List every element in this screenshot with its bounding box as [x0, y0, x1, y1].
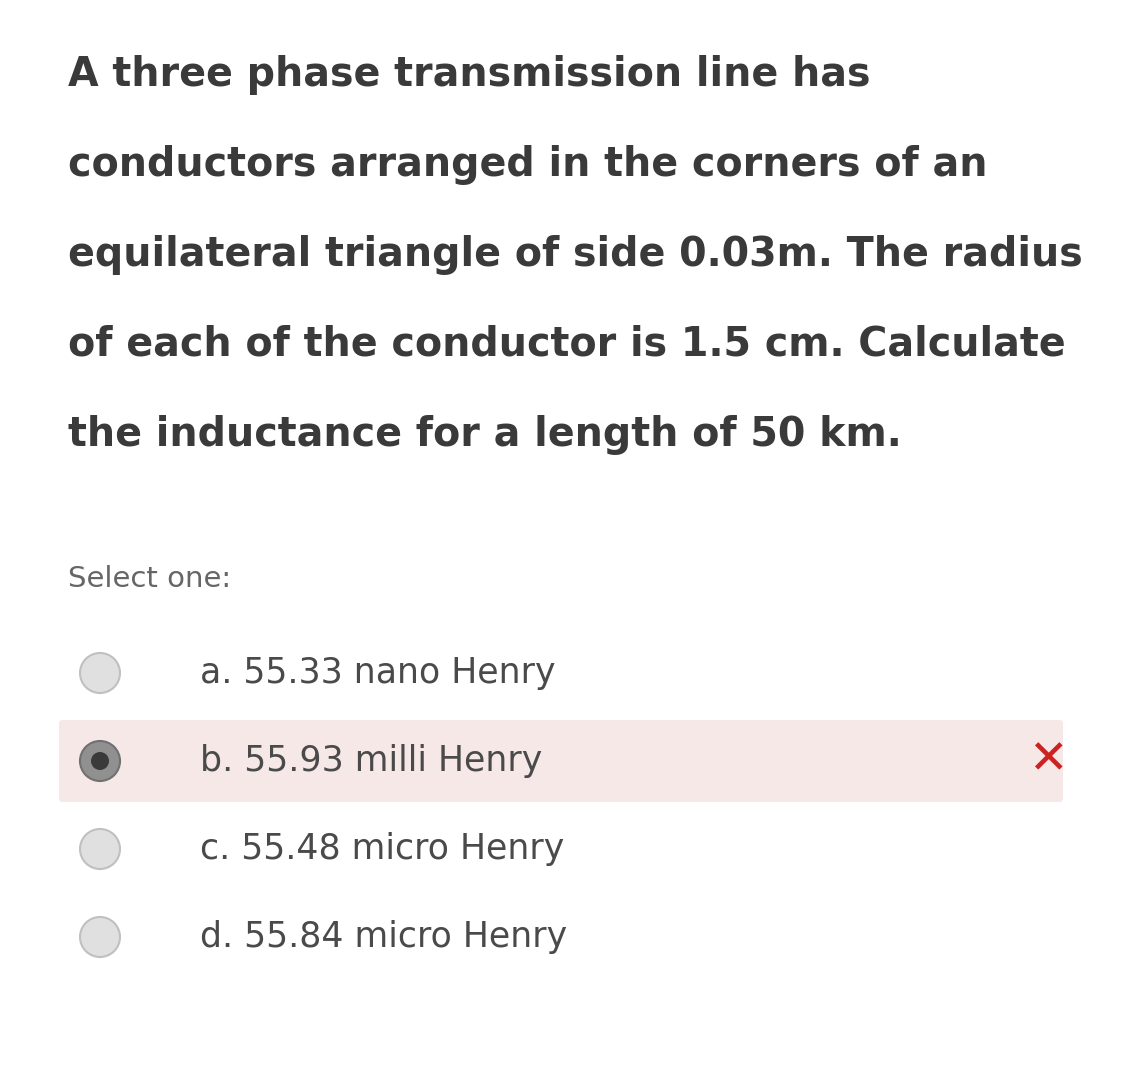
Text: ✕: ✕ [1028, 739, 1068, 784]
Circle shape [80, 741, 120, 781]
Circle shape [91, 752, 109, 770]
Text: a. 55.33 nano Henry: a. 55.33 nano Henry [200, 656, 556, 690]
Text: the inductance for a length of 50 km.: the inductance for a length of 50 km. [68, 415, 902, 455]
Text: conductors arranged in the corners of an: conductors arranged in the corners of an [68, 145, 988, 185]
Text: of each of the conductor is 1.5 cm. Calculate: of each of the conductor is 1.5 cm. Calc… [68, 325, 1065, 365]
Circle shape [80, 653, 120, 693]
Text: A three phase transmission line has: A three phase transmission line has [68, 55, 871, 95]
Text: c. 55.48 micro Henry: c. 55.48 micro Henry [200, 831, 565, 866]
Text: equilateral triangle of side 0.03m. The radius: equilateral triangle of side 0.03m. The … [68, 235, 1082, 275]
Circle shape [80, 917, 120, 957]
Circle shape [80, 829, 120, 869]
Text: d. 55.84 micro Henry: d. 55.84 micro Henry [200, 920, 567, 954]
FancyBboxPatch shape [58, 720, 1063, 802]
Text: b. 55.93 milli Henry: b. 55.93 milli Henry [200, 744, 542, 778]
Text: Select one:: Select one: [68, 565, 231, 593]
